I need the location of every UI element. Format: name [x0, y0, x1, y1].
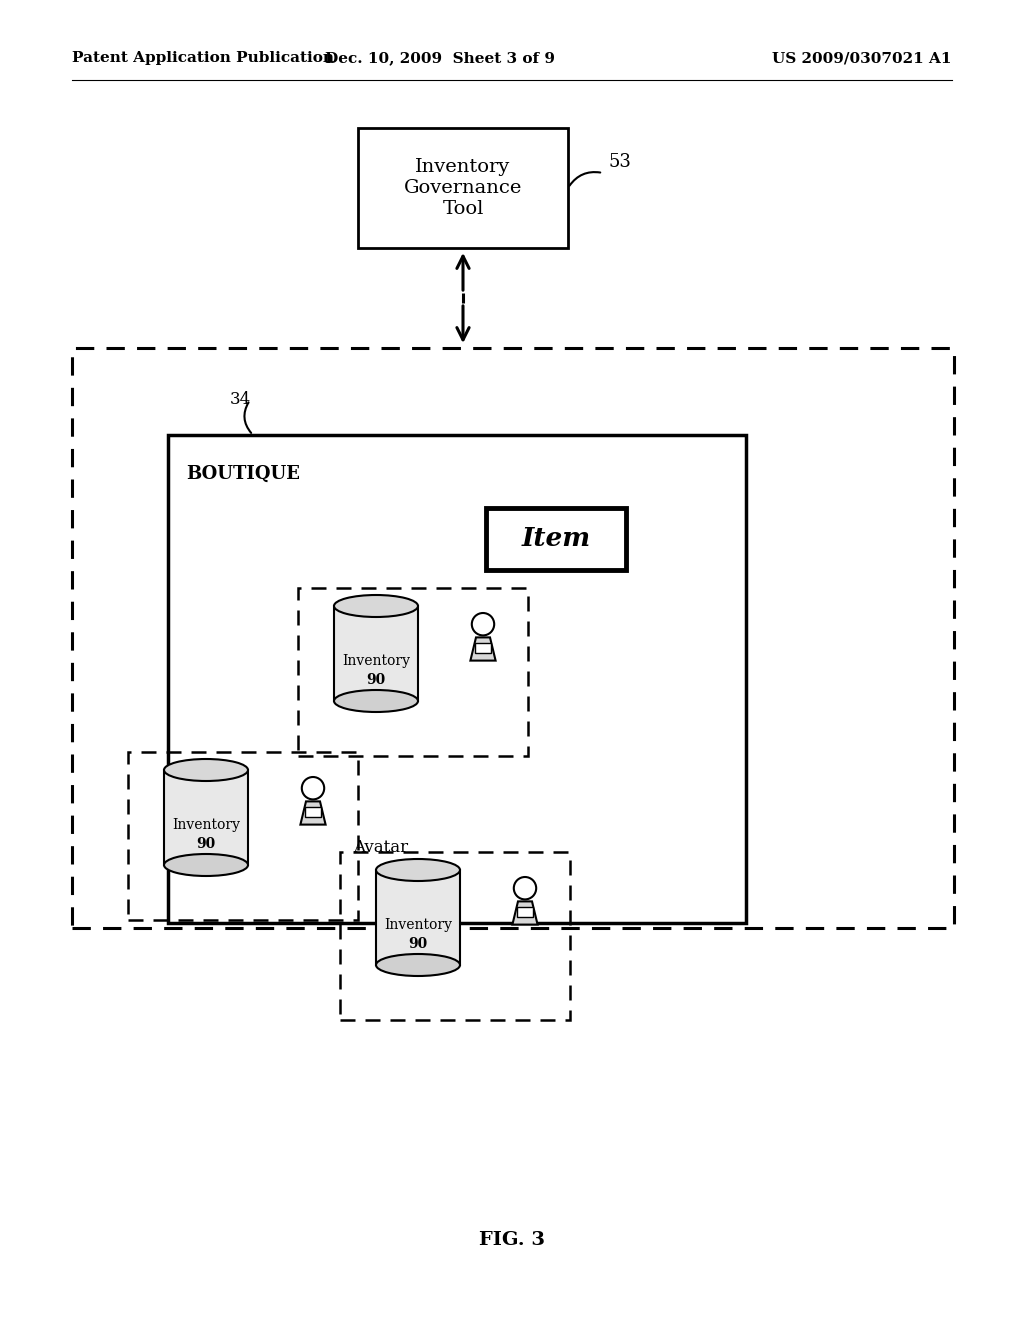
Text: Dec. 10, 2009  Sheet 3 of 9: Dec. 10, 2009 Sheet 3 of 9 [325, 51, 555, 65]
Circle shape [302, 777, 325, 800]
Text: 90: 90 [197, 837, 216, 850]
Polygon shape [470, 638, 496, 660]
Bar [168, 436, 746, 923]
Ellipse shape [164, 854, 248, 876]
Bar [516, 907, 534, 917]
Text: 90: 90 [367, 672, 386, 686]
Text: Avatar: Avatar [353, 838, 409, 855]
Text: Inventory: Inventory [172, 818, 240, 833]
Polygon shape [512, 902, 538, 924]
Bar [334, 606, 418, 701]
Bar [474, 643, 492, 653]
Bar [376, 870, 460, 965]
Ellipse shape [334, 690, 418, 711]
Bar [164, 770, 248, 865]
Circle shape [472, 612, 495, 635]
Text: Inventory: Inventory [342, 655, 410, 668]
Bar [486, 508, 626, 570]
Text: 53: 53 [608, 153, 631, 172]
Bar [298, 587, 528, 756]
Text: Item: Item [521, 527, 591, 552]
Text: FIG. 3: FIG. 3 [479, 1232, 545, 1249]
Bar [304, 808, 322, 817]
Text: US 2009/0307021 A1: US 2009/0307021 A1 [772, 51, 952, 65]
Text: BOUTIQUE: BOUTIQUE [186, 465, 300, 483]
Bar [340, 851, 570, 1020]
Text: Patent Application Publication: Patent Application Publication [72, 51, 334, 65]
Ellipse shape [164, 759, 248, 781]
Text: Inventory
Governance
Tool: Inventory Governance Tool [403, 158, 522, 218]
Bar [358, 128, 568, 248]
Text: 90: 90 [409, 936, 428, 950]
Text: 34: 34 [230, 392, 251, 408]
Polygon shape [300, 801, 326, 825]
Text: Inventory: Inventory [384, 919, 452, 932]
Bar [128, 752, 358, 920]
Ellipse shape [376, 859, 460, 880]
Bar [72, 348, 954, 928]
Circle shape [514, 876, 537, 899]
Ellipse shape [334, 595, 418, 616]
Ellipse shape [376, 954, 460, 975]
